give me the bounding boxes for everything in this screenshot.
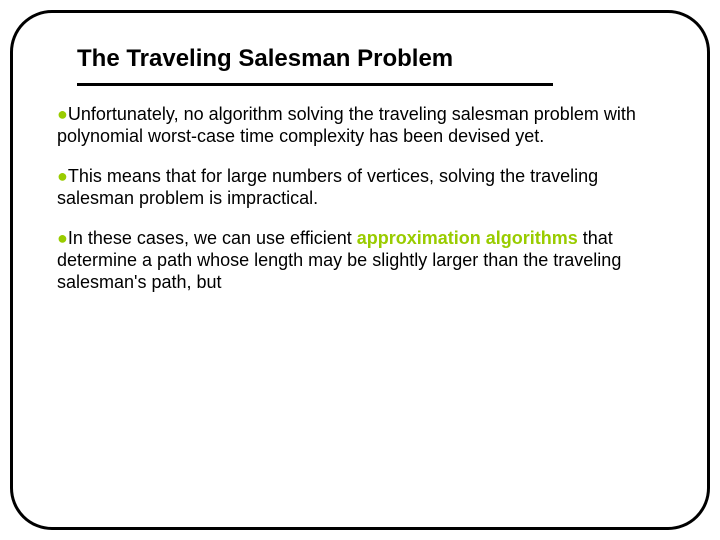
bullet-item: ●This means that for large numbers of ve… [57,166,663,210]
bullet-dot-icon: ● [57,228,68,248]
bullet-lead: Unfortunately, [68,104,179,124]
slide-frame: The Traveling Salesman Problem ●Unfortun… [10,10,710,530]
title-underline [77,83,553,86]
bullet-text: means that for large numbers of vertices… [57,166,598,208]
bullet-lead: In [68,228,83,248]
title-block: The Traveling Salesman Problem [77,45,665,73]
bullet-highlight: approximation algorithms [357,228,578,248]
bullet-dot-icon: ● [57,166,68,186]
bullet-item: ●In these cases, we can use efficient ap… [57,228,663,294]
bullet-text: these cases, we can use efficient [83,228,357,248]
slide-title: The Traveling Salesman Problem [77,45,665,73]
bullet-item: ●Unfortunately, no algorithm solving the… [57,104,663,148]
bullet-lead: This [68,166,102,186]
bullet-dot-icon: ● [57,104,68,124]
content-area: ●Unfortunately, no algorithm solving the… [55,104,665,294]
